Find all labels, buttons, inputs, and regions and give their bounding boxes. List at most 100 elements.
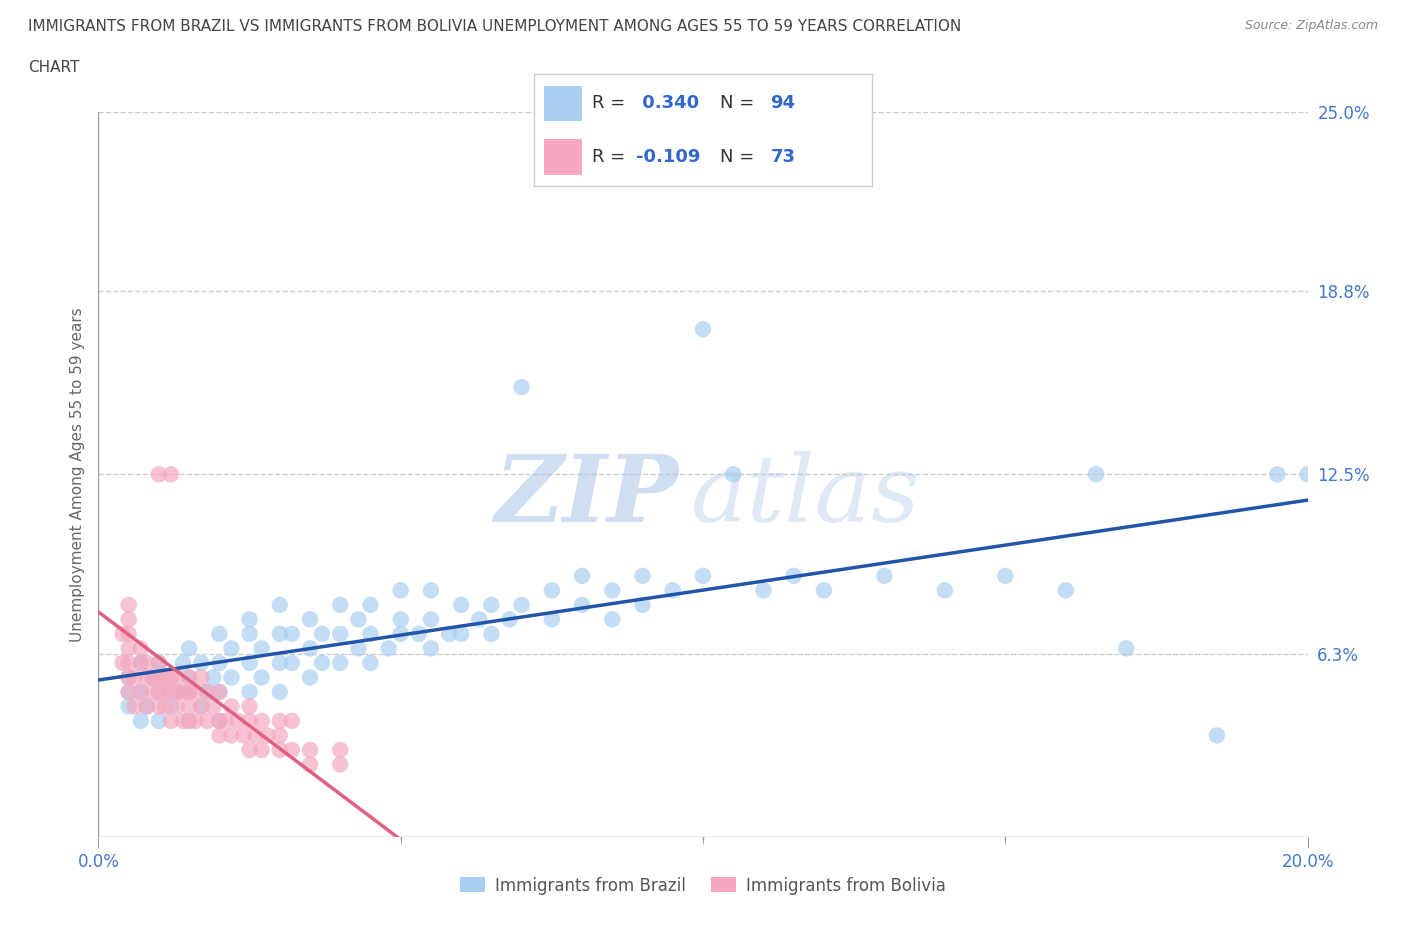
Point [221, 670, 243, 684]
Point [481, 627, 503, 642]
Point [450, 627, 472, 642]
Point [179, 670, 201, 684]
Point [208, 684, 231, 699]
Point [389, 612, 412, 627]
Point [299, 757, 322, 772]
Point [172, 713, 194, 728]
Text: CHART: CHART [28, 60, 80, 75]
Point [135, 699, 157, 714]
Point [148, 684, 170, 699]
Point [250, 713, 273, 728]
Point [813, 583, 835, 598]
Point [239, 742, 262, 757]
Point [281, 627, 304, 642]
Point [269, 627, 291, 642]
Point [934, 583, 956, 598]
Point [226, 713, 249, 728]
Point [118, 597, 141, 612]
Point [179, 670, 201, 684]
Point [389, 583, 412, 598]
Point [214, 713, 236, 728]
Point [179, 713, 201, 728]
Point [148, 656, 170, 671]
Point [347, 641, 370, 656]
Point [269, 742, 291, 757]
Text: 0.340: 0.340 [636, 95, 699, 113]
Point [118, 684, 141, 699]
Point [129, 713, 152, 728]
Point [631, 568, 654, 583]
Point [111, 627, 134, 642]
Point [208, 627, 231, 642]
Point [118, 641, 141, 656]
Text: 94: 94 [770, 95, 796, 113]
Point [129, 656, 152, 671]
Point [160, 713, 183, 728]
Point [269, 656, 291, 671]
Point [1296, 467, 1319, 482]
Point [153, 684, 176, 699]
Point [190, 656, 212, 671]
Point [329, 742, 352, 757]
Point [135, 699, 157, 714]
Point [118, 699, 141, 714]
Point [752, 583, 775, 598]
Point [221, 699, 243, 714]
Text: atlas: atlas [690, 451, 921, 541]
Point [142, 670, 165, 684]
Point [269, 597, 291, 612]
Point [153, 699, 176, 714]
Point [118, 627, 141, 642]
Point [208, 656, 231, 671]
Point [311, 656, 333, 671]
Point [1206, 728, 1229, 743]
Point [129, 684, 152, 699]
Text: N =: N = [720, 95, 759, 113]
Point [239, 713, 262, 728]
Point [118, 684, 141, 699]
Point [1054, 583, 1077, 598]
Point [129, 684, 152, 699]
Point [510, 379, 533, 394]
Point [195, 684, 218, 699]
Point [179, 684, 201, 699]
Point [135, 656, 157, 671]
Point [269, 684, 291, 699]
Point [129, 641, 152, 656]
Point [631, 597, 654, 612]
Point [166, 684, 188, 699]
Point [160, 467, 183, 482]
Point [179, 684, 201, 699]
Point [329, 597, 352, 612]
Point [118, 670, 141, 684]
Point [250, 641, 273, 656]
Point [311, 627, 333, 642]
Point [166, 684, 188, 699]
Text: R =: R = [592, 148, 631, 166]
Point [208, 713, 231, 728]
Point [602, 583, 624, 598]
Point [148, 656, 170, 671]
Point [118, 670, 141, 684]
Point [723, 467, 745, 482]
Point [281, 742, 304, 757]
Point [256, 728, 278, 743]
Point [873, 568, 896, 583]
Point [250, 670, 273, 684]
Point [994, 568, 1017, 583]
Point [571, 568, 593, 583]
Point [239, 656, 262, 671]
Point [299, 612, 322, 627]
Point [221, 641, 243, 656]
Point [124, 670, 146, 684]
Point [281, 713, 304, 728]
Point [299, 641, 322, 656]
Point [179, 699, 201, 714]
Point [571, 597, 593, 612]
Legend: Immigrants from Brazil, Immigrants from Bolivia: Immigrants from Brazil, Immigrants from … [454, 870, 952, 901]
Point [160, 670, 183, 684]
Point [692, 322, 714, 337]
Text: R =: R = [592, 95, 631, 113]
Point [360, 597, 382, 612]
Point [437, 627, 460, 642]
